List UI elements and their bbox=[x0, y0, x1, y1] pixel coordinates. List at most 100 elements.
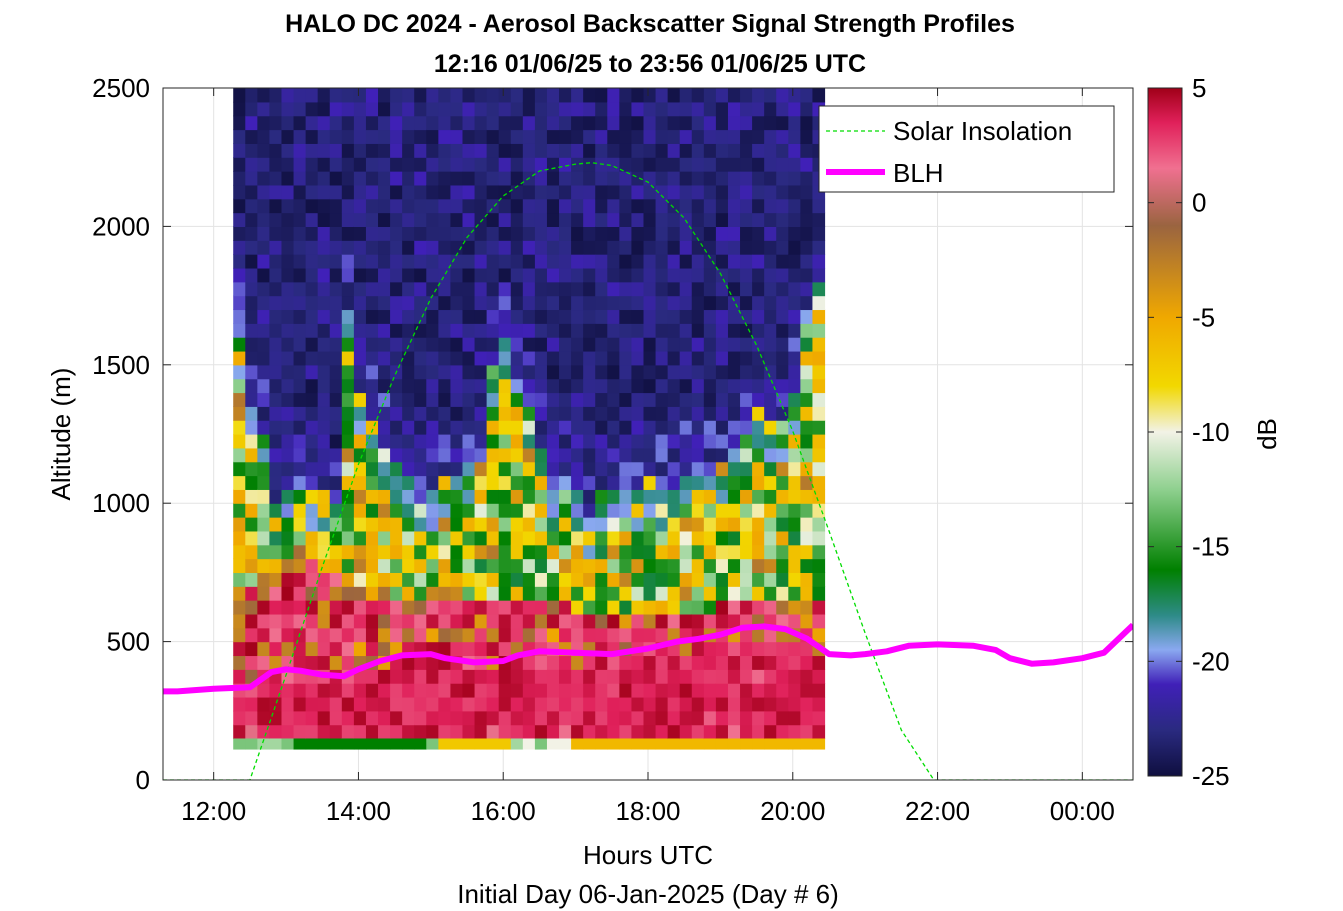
heatmap-cell bbox=[607, 88, 620, 103]
heatmap-cell bbox=[426, 420, 439, 435]
heatmap-cell bbox=[305, 309, 319, 324]
heatmap-cell bbox=[486, 184, 500, 200]
heatmap-cell bbox=[643, 88, 657, 103]
heatmap-cell bbox=[583, 613, 596, 629]
heatmap-cell bbox=[329, 447, 343, 463]
heatmap-cell bbox=[498, 378, 512, 394]
heatmap-cell bbox=[522, 434, 536, 449]
heatmap-cell bbox=[764, 337, 777, 352]
x-axis-secondary-label: Initial Day 06-Jan-2025 (Day # 6) bbox=[457, 879, 839, 909]
heatmap-cell bbox=[546, 558, 560, 573]
heatmap-cell bbox=[486, 378, 500, 394]
heatmap-cell bbox=[281, 503, 295, 518]
heatmap-cell bbox=[474, 184, 488, 200]
heatmap-cell bbox=[365, 406, 379, 421]
heatmap-cell bbox=[378, 184, 391, 200]
heatmap-cell bbox=[788, 420, 801, 435]
heatmap-cell bbox=[486, 613, 500, 629]
heatmap-cell bbox=[752, 683, 765, 698]
heatmap-cell bbox=[426, 613, 439, 629]
heatmap-cell bbox=[353, 613, 367, 629]
heatmap-cell bbox=[233, 309, 246, 324]
heatmap-cell bbox=[595, 669, 608, 684]
heatmap-cell bbox=[691, 129, 705, 144]
heatmap-cell bbox=[559, 669, 572, 684]
heatmap-cell bbox=[559, 101, 572, 117]
heatmap-cell bbox=[643, 392, 657, 407]
heatmap-cell bbox=[776, 226, 789, 241]
heatmap-cell bbox=[402, 406, 415, 421]
heatmap-cell bbox=[800, 184, 814, 200]
heatmap-cell bbox=[522, 226, 536, 241]
heatmap-cell bbox=[740, 489, 753, 504]
heatmap-cell bbox=[667, 281, 681, 297]
heatmap-cell bbox=[353, 184, 367, 200]
heatmap-cell bbox=[715, 572, 729, 587]
heatmap-cell bbox=[450, 392, 464, 407]
heatmap-cell bbox=[414, 101, 427, 117]
heatmap-cell bbox=[510, 143, 524, 158]
heatmap-cell bbox=[703, 558, 717, 573]
heatmap-cell bbox=[643, 323, 657, 338]
heatmap-cell bbox=[727, 364, 741, 380]
heatmap-cell bbox=[305, 281, 319, 297]
heatmap-cell bbox=[764, 184, 777, 200]
heatmap-cell bbox=[727, 420, 741, 435]
heatmap-cell bbox=[667, 724, 681, 740]
heatmap-cell bbox=[522, 281, 536, 297]
heatmap-cell bbox=[233, 655, 246, 670]
heatmap-cell bbox=[619, 724, 633, 740]
heatmap-cell bbox=[305, 267, 319, 283]
heatmap-cell bbox=[474, 434, 488, 449]
heatmap-cell bbox=[486, 240, 500, 255]
heatmap-cell bbox=[462, 143, 476, 158]
heatmap-cell bbox=[812, 613, 826, 629]
heatmap-cell bbox=[426, 226, 439, 241]
heatmap-cell bbox=[245, 378, 258, 394]
heatmap-cell bbox=[269, 586, 283, 601]
heatmap-cell bbox=[510, 350, 524, 366]
heatmap-cell bbox=[703, 683, 717, 698]
heatmap-cell bbox=[257, 129, 271, 144]
heatmap-cell bbox=[643, 696, 657, 712]
heatmap-cell bbox=[607, 544, 620, 560]
y-tick-label: 2500 bbox=[92, 73, 150, 103]
heatmap-cell bbox=[329, 88, 343, 103]
heatmap-cell bbox=[378, 101, 391, 117]
heatmap-cell bbox=[703, 88, 717, 103]
heatmap-cell bbox=[438, 489, 452, 504]
heatmap-cell bbox=[353, 696, 367, 712]
heatmap-cell bbox=[414, 392, 427, 407]
heatmap-cell bbox=[474, 600, 488, 615]
heatmap-cell bbox=[619, 461, 633, 477]
heatmap-cell bbox=[679, 350, 693, 366]
heatmap-cell bbox=[752, 364, 765, 380]
heatmap-cell bbox=[353, 641, 367, 657]
heatmap-cell bbox=[450, 710, 464, 726]
heatmap-cell bbox=[727, 461, 741, 477]
heatmap-cell bbox=[233, 447, 246, 463]
heatmap-cell bbox=[414, 710, 427, 726]
heatmap-cell bbox=[341, 364, 355, 380]
heatmap-cell bbox=[426, 724, 439, 740]
heatmap-cell bbox=[715, 489, 729, 504]
heatmap-cell bbox=[534, 710, 548, 726]
heatmap-cell bbox=[703, 101, 717, 117]
heatmap-cell bbox=[414, 115, 427, 131]
heatmap-cell bbox=[426, 627, 439, 643]
heatmap-cell bbox=[776, 434, 789, 449]
heatmap-cell bbox=[559, 184, 572, 200]
heatmap-cell bbox=[390, 337, 403, 352]
heatmap-cell bbox=[390, 254, 403, 269]
heatmap-cell bbox=[655, 558, 669, 573]
heatmap-cell bbox=[546, 696, 560, 712]
heatmap-cell bbox=[691, 323, 705, 338]
heatmap-cell bbox=[341, 157, 355, 172]
heatmap-cell bbox=[486, 392, 500, 407]
heatmap-cell bbox=[245, 669, 258, 684]
heatmap-cell bbox=[378, 696, 391, 712]
heatmap-cell bbox=[426, 212, 439, 227]
heatmap-cell bbox=[522, 101, 536, 117]
heatmap-cell bbox=[740, 683, 753, 698]
heatmap-cell bbox=[245, 406, 258, 421]
